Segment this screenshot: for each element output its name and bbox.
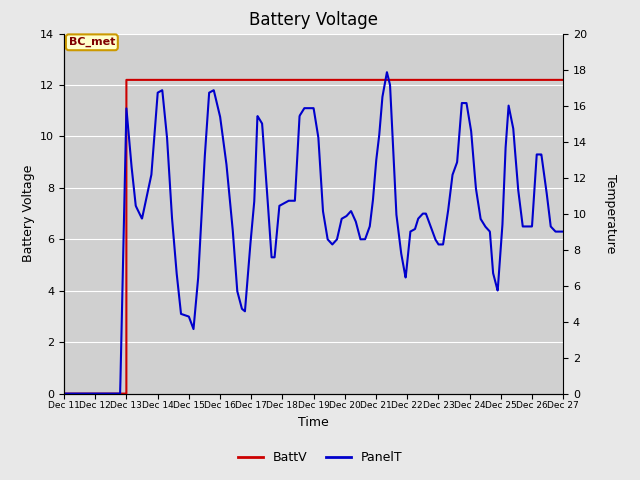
Y-axis label: Temperature: Temperature xyxy=(604,174,617,253)
Text: BC_met: BC_met xyxy=(68,37,115,48)
Title: Battery Voltage: Battery Voltage xyxy=(249,11,378,29)
Legend: BattV, PanelT: BattV, PanelT xyxy=(232,446,408,469)
Y-axis label: Battery Voltage: Battery Voltage xyxy=(22,165,35,262)
X-axis label: Time: Time xyxy=(298,416,329,429)
